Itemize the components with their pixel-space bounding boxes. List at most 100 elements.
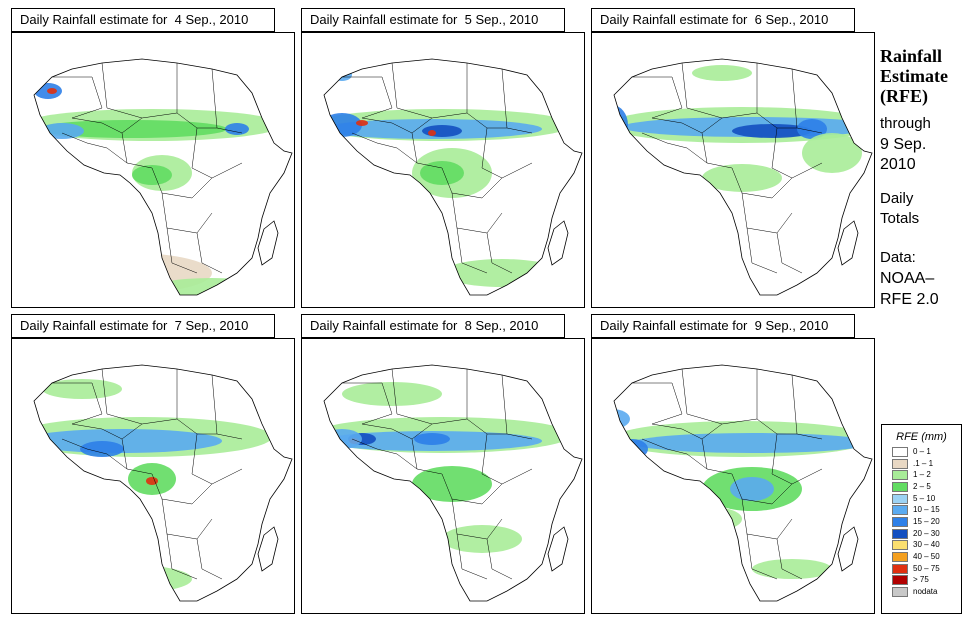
rainfall-area [614, 105, 628, 145]
legend-label: > 75 [913, 575, 929, 585]
country-border [451, 192, 503, 234]
country-border [101, 368, 178, 425]
rainfall-area [356, 120, 368, 126]
rainfall-area [442, 259, 562, 287]
country-border [681, 368, 758, 425]
country-border [776, 538, 803, 580]
rainfall-area [342, 382, 442, 406]
country-border [166, 533, 198, 580]
legend-label: 1 – 2 [913, 470, 931, 480]
country-border [342, 382, 393, 425]
country-border [361, 423, 433, 440]
map-panel-9-sep: Daily Rainfall estimate for 9 Sep., 2010 [591, 314, 875, 614]
country-border [61, 438, 128, 470]
legend-label: 5 – 10 [913, 493, 936, 503]
island-outline [257, 526, 279, 572]
panel-title: Daily Rainfall estimate for 5 Sep., 2010 [301, 8, 565, 32]
continent-outline [613, 364, 873, 602]
country-border [651, 117, 723, 134]
product-title: Rainfall Estimate (RFE) [880, 46, 965, 106]
title-line: (RFE) [880, 86, 928, 106]
panel-title: Daily Rainfall estimate for 6 Sep., 2010 [591, 8, 855, 32]
country-border [342, 76, 393, 119]
panel-title: Daily Rainfall estimate for 4 Sep., 2010 [11, 8, 275, 32]
legend-label: 50 – 75 [913, 563, 940, 573]
panel-title: Daily Rainfall estimate for 8 Sep., 2010 [301, 314, 565, 338]
legend-title: RFE (mm) [896, 431, 947, 443]
country-border [351, 438, 418, 470]
data-label: Data: [880, 249, 916, 266]
continent-outline [33, 364, 293, 602]
country-border [756, 369, 797, 435]
rainfall-field [324, 382, 572, 553]
legend-label: 0 – 1 [913, 446, 931, 456]
continent-outline [613, 58, 873, 296]
country-border [791, 374, 823, 440]
rainfall-map [11, 32, 295, 308]
rainfall-area [420, 161, 464, 185]
continent-outline [323, 58, 583, 296]
legend-item: 20 – 30 [882, 528, 961, 540]
country-border [746, 227, 778, 274]
island-outline [837, 220, 859, 266]
country-border [191, 127, 243, 179]
country-border [641, 438, 708, 470]
legend-swatch [892, 528, 908, 539]
legend-swatch [892, 458, 908, 469]
continent-outline [33, 58, 293, 296]
legend-item: 1 – 2 [882, 469, 961, 481]
rainfall-area [332, 69, 352, 81]
country-border [791, 68, 823, 134]
map-panel-6-sep: Daily Rainfall estimate for 6 Sep., 2010 [591, 8, 875, 308]
rainfall-area [732, 124, 812, 138]
legend-label: 15 – 20 [913, 516, 940, 526]
legend-swatch [892, 470, 908, 481]
totals-label: Totals [880, 210, 920, 227]
country-border [466, 63, 507, 129]
country-border [451, 498, 503, 540]
country-border [176, 63, 217, 129]
legend-swatch [892, 516, 908, 527]
country-border [161, 498, 213, 540]
rainfall-area [797, 119, 827, 139]
country-border [486, 232, 513, 274]
rainfall-area [37, 120, 227, 138]
legend-item: 10 – 15 [882, 504, 961, 516]
legend-label: 30 – 40 [913, 540, 940, 550]
rainfall-area [616, 439, 648, 459]
legend-item: .1 – 1 [882, 458, 961, 470]
country-border [741, 498, 793, 540]
rainfall-area [752, 559, 832, 579]
continent-outline [323, 364, 583, 602]
country-border [501, 374, 533, 440]
country-border [731, 473, 793, 505]
country-border [52, 382, 103, 425]
data-source-line: RFE 2.0 [880, 291, 939, 308]
map-panel-4-sep: Daily Rainfall estimate for 4 Sep., 2010 [11, 8, 295, 308]
rainfall-area [225, 123, 249, 135]
rainfall-map [591, 32, 875, 308]
country-border [196, 232, 223, 274]
country-border [632, 76, 683, 119]
rainfall-area [72, 565, 192, 593]
panel-title: Daily Rainfall estimate for 7 Sep., 2010 [11, 314, 275, 338]
rainfall-area [42, 379, 122, 399]
island-outline [547, 220, 569, 266]
map-panel-8-sep: Daily Rainfall estimate for 8 Sep., 2010 [301, 314, 585, 614]
legend-swatch [892, 563, 908, 574]
country-border [456, 533, 488, 580]
country-border [731, 167, 793, 199]
rainfall-area [422, 125, 462, 137]
rainfall-field [614, 65, 872, 192]
legend-label: 2 – 5 [913, 481, 931, 491]
island-outline [837, 526, 859, 572]
rainfall-field [34, 379, 272, 593]
data-source-line: NOAA– [880, 270, 935, 287]
rainfall-area [146, 477, 158, 485]
country-border [466, 369, 507, 435]
legend-swatch [892, 493, 908, 504]
title-line: Rainfall [880, 46, 943, 66]
country-border [71, 423, 143, 440]
legend-label: 10 – 15 [913, 505, 940, 515]
